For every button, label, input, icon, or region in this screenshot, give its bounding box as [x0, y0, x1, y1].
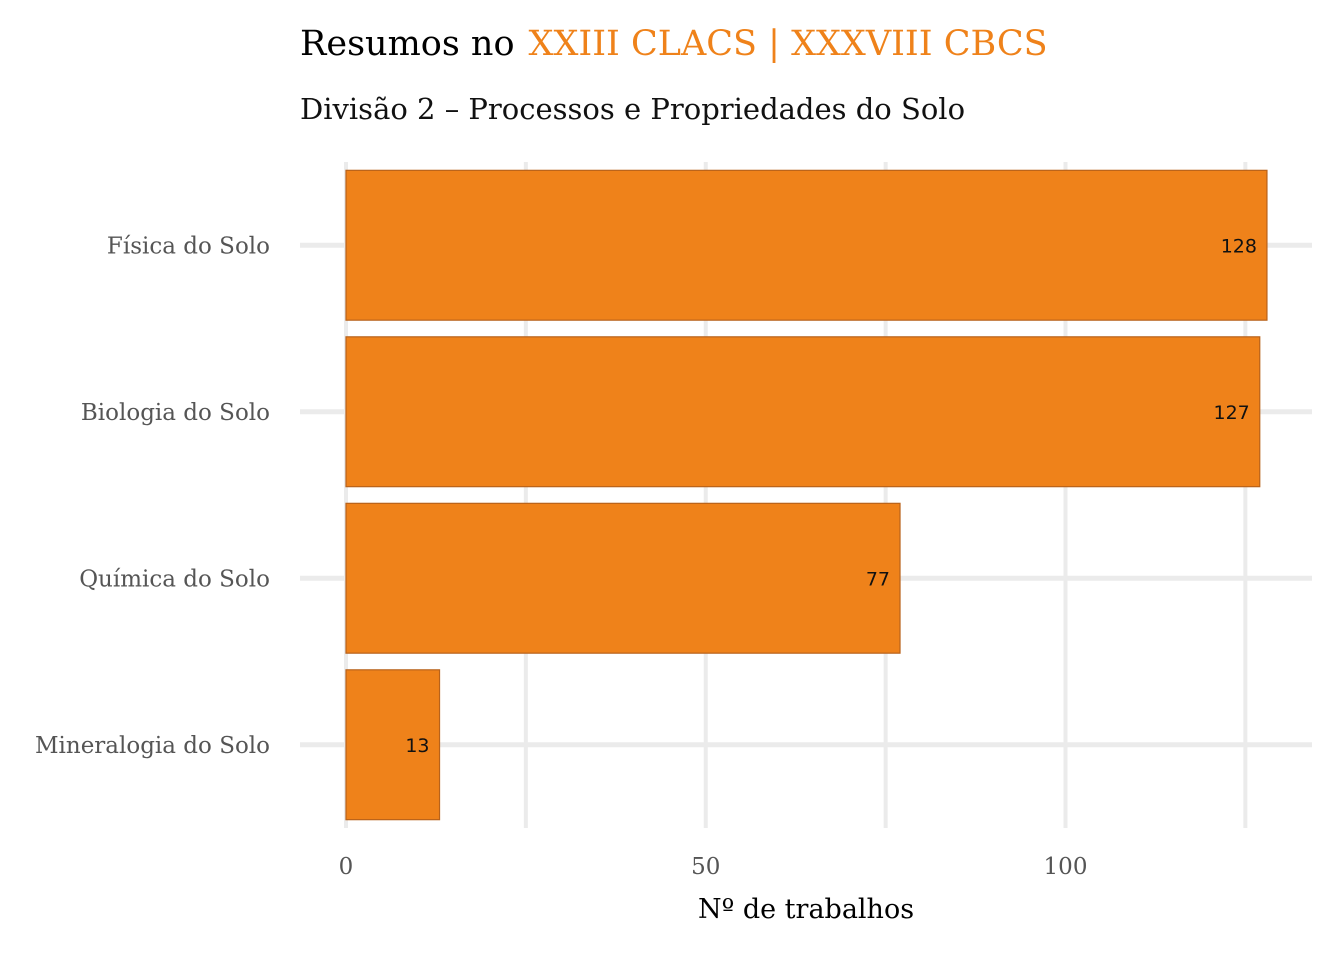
chart-title-prefix: Resumos no	[300, 24, 515, 64]
bar	[345, 669, 441, 821]
bar	[345, 169, 1268, 321]
x-tick-label: 50	[691, 854, 720, 880]
data-label: 128	[1221, 235, 1257, 257]
chart-title: Resumos no XXIII CLACS | XXXVIII CBCS	[300, 24, 1048, 64]
x-tick-label: 0	[339, 854, 354, 880]
y-tick-label: Biologia do Solo	[81, 400, 270, 426]
bar-layer	[345, 169, 1268, 821]
data-label: 127	[1213, 402, 1249, 424]
data-label: 77	[866, 568, 890, 590]
y-tick-label: Física do Solo	[107, 233, 270, 259]
y-tick-label: Mineralogia do Solo	[35, 733, 270, 759]
tick-layer: Física do Solo Biologia do Solo Química do…	[35, 233, 1087, 880]
chart-title-accent: XXIII CLACS | XXXVIII CBCS	[528, 24, 1048, 64]
label-layer: 128 127 77 13	[405, 235, 1257, 757]
bar	[345, 336, 1261, 488]
data-label: 13	[405, 735, 429, 757]
x-axis-title: Nº de trabalhos	[698, 894, 914, 925]
bar	[345, 502, 901, 654]
x-tick-label: 100	[1044, 854, 1088, 880]
y-tick-label: Química do Solo	[79, 566, 270, 592]
chart-subtitle: Divisão 2 – Processos e Propriedades do …	[300, 92, 966, 126]
